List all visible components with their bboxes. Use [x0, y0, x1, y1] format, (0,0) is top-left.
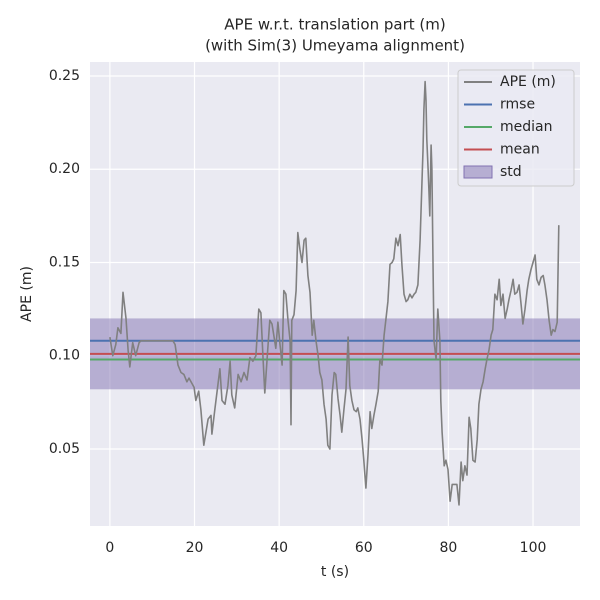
chart-subtitle: (with Sim(3) Umeyama alignment) [205, 37, 465, 55]
legend-box [457, 69, 575, 187]
x-tick-label: 40 [270, 540, 288, 556]
y-axis-label: APE (m) [19, 266, 35, 322]
y-tick-label: 0.05 [49, 441, 80, 457]
legend-label: mean [500, 142, 540, 158]
x-axis-label: t (s) [321, 564, 349, 580]
legend-swatch [463, 165, 493, 179]
y-tick-label: 0.25 [49, 68, 80, 84]
y-tick-label: 0.10 [49, 348, 80, 364]
legend-label: rmse [500, 97, 535, 113]
legend-label: median [500, 119, 552, 135]
x-tick-label: 20 [186, 540, 204, 556]
legend-label: std [500, 164, 522, 180]
ape-line [109, 80, 560, 506]
y-tick-label: 0.15 [49, 254, 80, 270]
x-tick-label: 100 [520, 540, 547, 556]
x-tick-label: 60 [355, 540, 373, 556]
x-tick-label: 0 [105, 540, 114, 556]
chart-title: APE w.r.t. translation part (m) [224, 16, 445, 34]
x-tick-label: 80 [439, 540, 457, 556]
legend-label: APE (m) [500, 74, 556, 90]
y-tick-label: 0.20 [49, 161, 80, 177]
